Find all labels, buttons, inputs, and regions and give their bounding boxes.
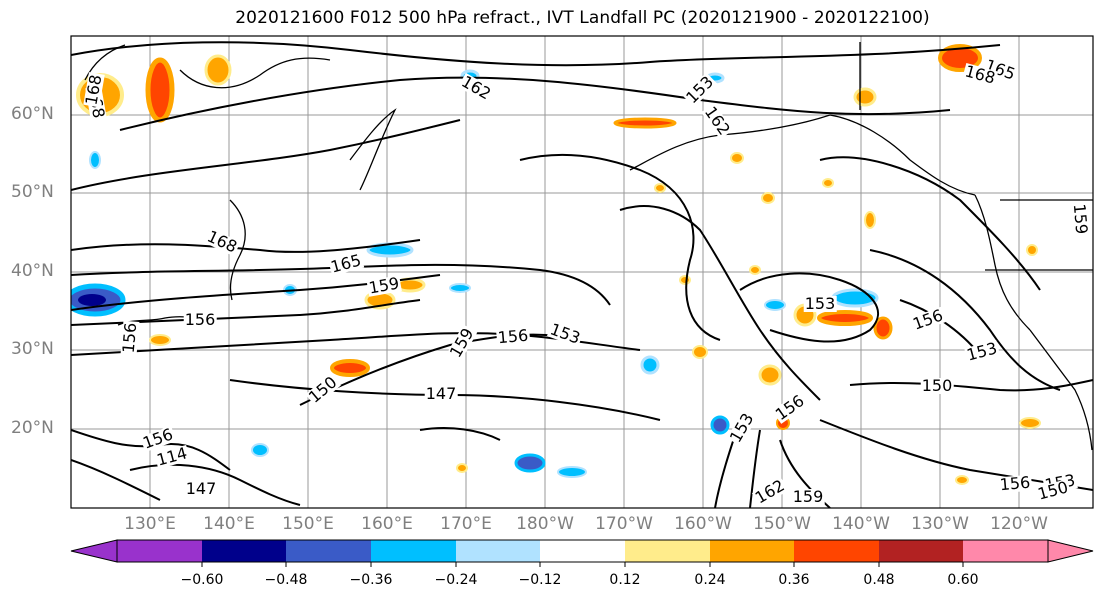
lon-label-120w: 120°W <box>990 514 1048 534</box>
colorbar-tick-label: 0.36 <box>778 572 810 588</box>
lon-label-170w: 170°W <box>595 514 653 534</box>
colorbar-tick-label: 0.60 <box>947 572 979 588</box>
contour-label: 147 <box>424 384 458 403</box>
map-title: 2020121600 F012 500 hPa refract., IVT La… <box>235 8 930 28</box>
map-frame <box>70 35 1094 509</box>
colorbar-tick-label: −0.12 <box>518 572 562 588</box>
colorbar-tick-label: −0.24 <box>434 572 478 588</box>
contour-label: 156 <box>183 310 217 329</box>
colorbar-tick-label: 0.24 <box>694 572 726 588</box>
contour-label: 153 <box>803 294 837 313</box>
colorbar-tick-label: 0.12 <box>609 572 641 588</box>
contour-label: 147 <box>184 479 218 498</box>
lat-label-20n: 20°N <box>11 418 54 438</box>
colorbar-tick-label: −0.36 <box>349 572 393 588</box>
lat-label-40n: 40°N <box>11 261 54 281</box>
lat-label-50n: 50°N <box>11 182 54 202</box>
lon-label-180w: 180°W <box>516 514 574 534</box>
lon-label-160w: 160°W <box>674 514 732 534</box>
contour-label: 156 <box>496 325 530 348</box>
contour-label: 150 <box>920 376 954 395</box>
lon-label-160e: 160°E <box>361 514 413 534</box>
lon-label-140e: 140°E <box>203 514 255 534</box>
lon-label-130w: 130°W <box>911 514 969 534</box>
lon-label-150e: 150°E <box>282 514 334 534</box>
contour-label: 159 <box>1069 202 1092 236</box>
lon-label-130e: 130°E <box>124 514 176 534</box>
lon-label-150w: 150°W <box>753 514 811 534</box>
lon-label-140w: 140°W <box>832 514 890 534</box>
colorbar-tick-label: 0.48 <box>863 572 895 588</box>
refractivity-contours <box>71 41 1093 508</box>
contour-label: 156 <box>998 472 1032 495</box>
contour-label: 156 <box>118 321 141 355</box>
contour-label: 159 <box>791 487 825 506</box>
colorbar-tick-label: −0.60 <box>180 572 224 588</box>
lat-label-60n: 60°N <box>11 104 54 124</box>
lon-label-170e: 170°E <box>440 514 492 534</box>
lat-label-30n: 30°N <box>11 339 54 359</box>
colorbar-tick-label: −0.48 <box>264 572 308 588</box>
colorbar <box>70 539 1094 567</box>
